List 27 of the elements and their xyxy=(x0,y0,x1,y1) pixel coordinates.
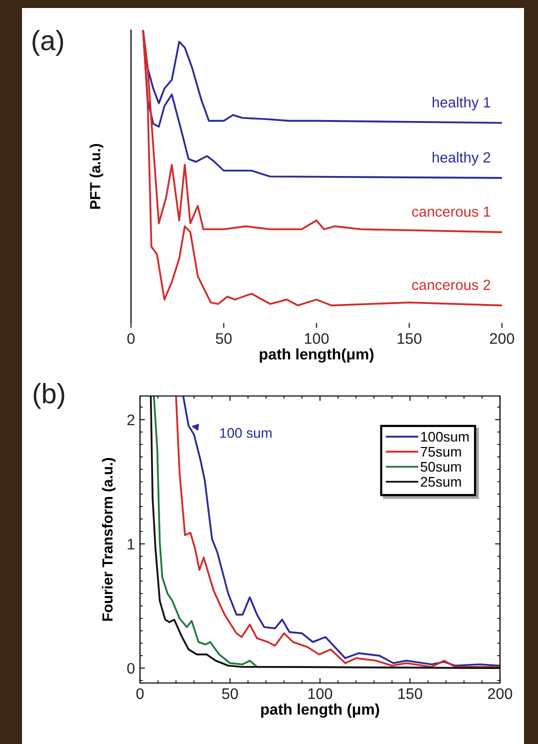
x-tick-label: 200 xyxy=(490,333,514,344)
series-label: healthy 2 xyxy=(432,152,490,166)
x-tick-label: 0 xyxy=(136,688,144,700)
legend-label: 75sum xyxy=(420,447,461,457)
y-axis-title: Fourier Transform (a.u.) xyxy=(102,458,116,621)
y-tick-label: 1 xyxy=(128,538,134,550)
chart-title: (b) xyxy=(34,383,64,409)
series-label: cancerous 1 xyxy=(412,206,490,217)
legend-label: 100sum xyxy=(421,432,469,442)
x-tick-label: 200 xyxy=(488,688,512,700)
x-tick-label: 100 xyxy=(304,333,329,344)
x-axis-title: path length(μm) xyxy=(260,348,374,363)
series-label: cancerous 2 xyxy=(412,280,490,290)
x-tick-label: 100 xyxy=(308,688,332,700)
y-axis-title: PFT (a.u.) xyxy=(90,144,104,209)
series-label: healthy 1 xyxy=(432,96,490,110)
x-tick-label: 150 xyxy=(398,333,422,344)
y-tick-label: 0 xyxy=(127,662,135,674)
legend-label: 25sum xyxy=(420,476,461,487)
y-tick-label: 2 xyxy=(127,414,134,426)
chart-title: (a) xyxy=(32,30,64,56)
legend-label: 50sum xyxy=(420,462,461,472)
annotation: 100 sum xyxy=(220,428,272,438)
x-tick-label: 50 xyxy=(222,688,238,700)
x-tick-label: 50 xyxy=(216,333,232,344)
x-tick-label: 150 xyxy=(398,688,422,700)
x-axis-title: path length (μm) xyxy=(261,703,380,718)
